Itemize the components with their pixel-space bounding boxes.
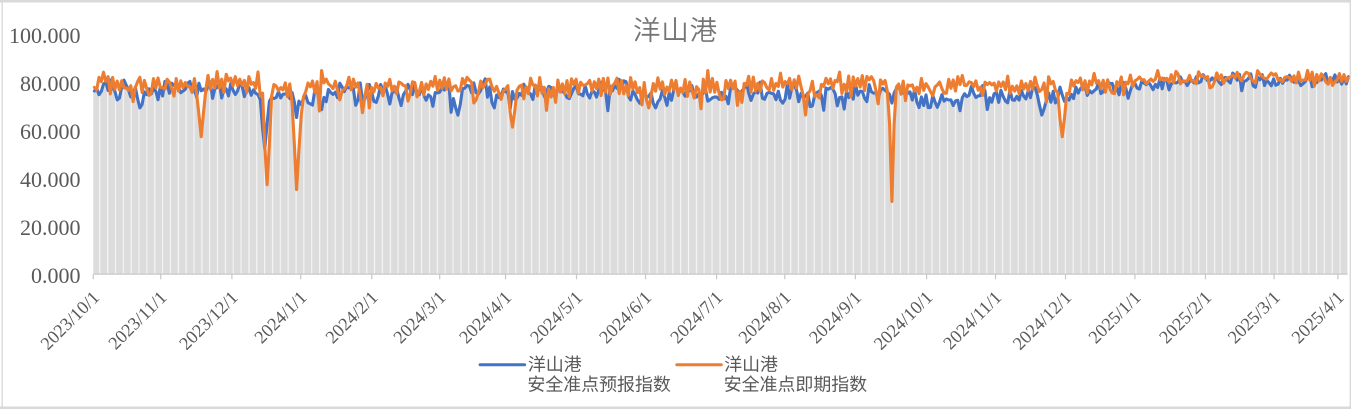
svg-text:100.000: 100.000: [9, 23, 81, 48]
svg-text:60.000: 60.000: [20, 119, 81, 144]
svg-text:40.000: 40.000: [20, 167, 81, 192]
svg-text:0.000: 0.000: [31, 263, 81, 288]
svg-text:80.000: 80.000: [20, 71, 81, 96]
svg-text:20.000: 20.000: [20, 215, 81, 240]
